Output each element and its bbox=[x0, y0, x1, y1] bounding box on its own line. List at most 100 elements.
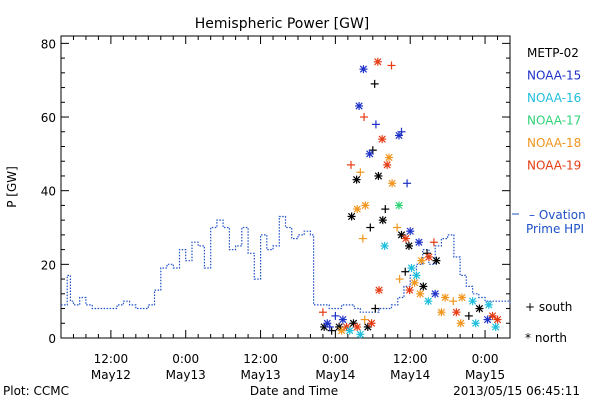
data-point-north bbox=[431, 289, 440, 298]
data-point-north bbox=[412, 271, 421, 280]
x-tick-label-time: 0:00 bbox=[472, 352, 499, 366]
data-point-south bbox=[360, 315, 369, 324]
data-point-north bbox=[437, 308, 446, 317]
axis-ticks bbox=[60, 36, 511, 339]
data-point-south bbox=[423, 249, 432, 258]
data-point-north bbox=[347, 212, 356, 221]
data-point-south bbox=[325, 322, 334, 331]
x-tick-label-date: May14 bbox=[315, 368, 355, 382]
data-point-north bbox=[367, 319, 376, 328]
data-point-north bbox=[388, 179, 397, 188]
data-point-north bbox=[353, 322, 362, 331]
data-point-north bbox=[407, 264, 416, 273]
x-tick-label-time: 0:00 bbox=[172, 352, 199, 366]
data-point-south bbox=[393, 223, 402, 232]
x-tick-label-date: May14 bbox=[390, 368, 430, 382]
data-point-north bbox=[484, 300, 493, 309]
data-point-south bbox=[449, 297, 458, 306]
data-point-north bbox=[468, 297, 477, 306]
data-point-north bbox=[359, 65, 368, 74]
data-point-north bbox=[457, 293, 466, 302]
data-point-north bbox=[410, 278, 419, 287]
data-point-north bbox=[493, 315, 502, 324]
ovation-line bbox=[61, 215, 511, 313]
data-point-north bbox=[394, 201, 403, 210]
data-point-north bbox=[488, 311, 497, 320]
y-tick-label: 60 bbox=[41, 111, 56, 125]
south-legend-label: + south bbox=[525, 300, 572, 314]
legend-entry: NOAA-19 bbox=[527, 159, 581, 173]
legend: METP-02 NOAA-15 NOAA-16 NOAA-17 NOAA-18 NOAA-… bbox=[527, 46, 581, 173]
data-point-south bbox=[371, 120, 380, 129]
data-point-north bbox=[355, 101, 364, 110]
y-tick-label: 0 bbox=[48, 332, 56, 346]
data-point-north bbox=[419, 282, 428, 291]
legend-entry: METP-02 bbox=[527, 46, 579, 60]
y-tick-label: 40 bbox=[41, 185, 56, 199]
x-tick-label-time: 12:00 bbox=[94, 352, 129, 366]
data-point-north bbox=[394, 131, 403, 140]
north-legend-label: * north bbox=[525, 331, 567, 345]
x-tick-label-date: May13 bbox=[166, 368, 206, 382]
x-tick-label-date: May13 bbox=[241, 368, 281, 382]
data-point-north bbox=[405, 286, 414, 295]
data-point-north bbox=[483, 315, 492, 324]
data-point-south bbox=[346, 160, 355, 169]
data-point-north bbox=[491, 322, 500, 331]
data-point-north bbox=[424, 297, 433, 306]
y-axis-label: P [GW] bbox=[5, 166, 19, 208]
data-point-north bbox=[374, 171, 383, 180]
data-point-south bbox=[429, 238, 438, 247]
plot-frame bbox=[60, 35, 511, 339]
legend-entry: NOAA-16 bbox=[527, 91, 581, 105]
x-tick-label-date: May15 bbox=[465, 368, 505, 382]
data-point-south bbox=[327, 326, 336, 335]
data-point-north bbox=[406, 227, 415, 236]
data-point-north bbox=[385, 153, 394, 162]
data-point-south bbox=[366, 223, 375, 232]
data-point-north bbox=[365, 149, 374, 158]
data-point-north bbox=[456, 319, 465, 328]
data-point-south bbox=[356, 168, 365, 177]
data-point-north bbox=[353, 205, 362, 214]
data-point-north bbox=[416, 289, 425, 298]
plot-credit: Plot: CCMC bbox=[3, 384, 69, 398]
data-point-south bbox=[360, 113, 369, 122]
x-tick-label-time: 12:00 bbox=[393, 352, 428, 366]
data-point-north bbox=[363, 322, 372, 331]
data-point-north bbox=[432, 256, 441, 265]
data-point-south bbox=[318, 308, 327, 317]
ovation-series bbox=[61, 215, 511, 313]
chart-title: Hemispheric Power [GW] bbox=[195, 16, 370, 32]
x-axis-label: Date and Time bbox=[250, 384, 338, 398]
data-point-north bbox=[383, 160, 392, 169]
y-tick-labels: 0 20 40 60 80 bbox=[41, 37, 56, 346]
data-point-south bbox=[401, 267, 410, 276]
data-point-south bbox=[371, 304, 380, 313]
data-point-south bbox=[358, 234, 367, 243]
data-point-north bbox=[417, 256, 426, 265]
legend-entry: NOAA-17 bbox=[527, 114, 581, 128]
data-point-north bbox=[452, 308, 461, 317]
y-tick-label: 80 bbox=[41, 37, 56, 51]
plot-timestamp: 2013/05/15 06:45:11 bbox=[453, 384, 580, 398]
data-point-north bbox=[471, 319, 480, 328]
x-tick-labels: 12:00 May12 0:00 May13 12:00 May13 0:00 May14 12… bbox=[91, 352, 505, 382]
ovation-legend-label-1: – Ovation bbox=[529, 208, 586, 222]
data-point-north bbox=[404, 241, 413, 250]
data-point-north bbox=[380, 241, 389, 250]
x-tick-label-date: May12 bbox=[91, 368, 131, 382]
data-point-south bbox=[464, 311, 473, 320]
scatter-series bbox=[318, 57, 502, 339]
data-point-south bbox=[403, 179, 412, 188]
data-point-south bbox=[387, 61, 396, 70]
legend-entry: NOAA-15 bbox=[527, 69, 581, 83]
y-tick-label: 20 bbox=[41, 258, 56, 272]
data-point-north bbox=[397, 230, 406, 239]
data-point-north bbox=[401, 234, 410, 243]
data-point-south bbox=[381, 205, 390, 214]
x-tick-label-time: 12:00 bbox=[243, 352, 278, 366]
data-point-south bbox=[395, 275, 404, 284]
ovation-legend-label-2: Prime HPI bbox=[526, 222, 584, 236]
